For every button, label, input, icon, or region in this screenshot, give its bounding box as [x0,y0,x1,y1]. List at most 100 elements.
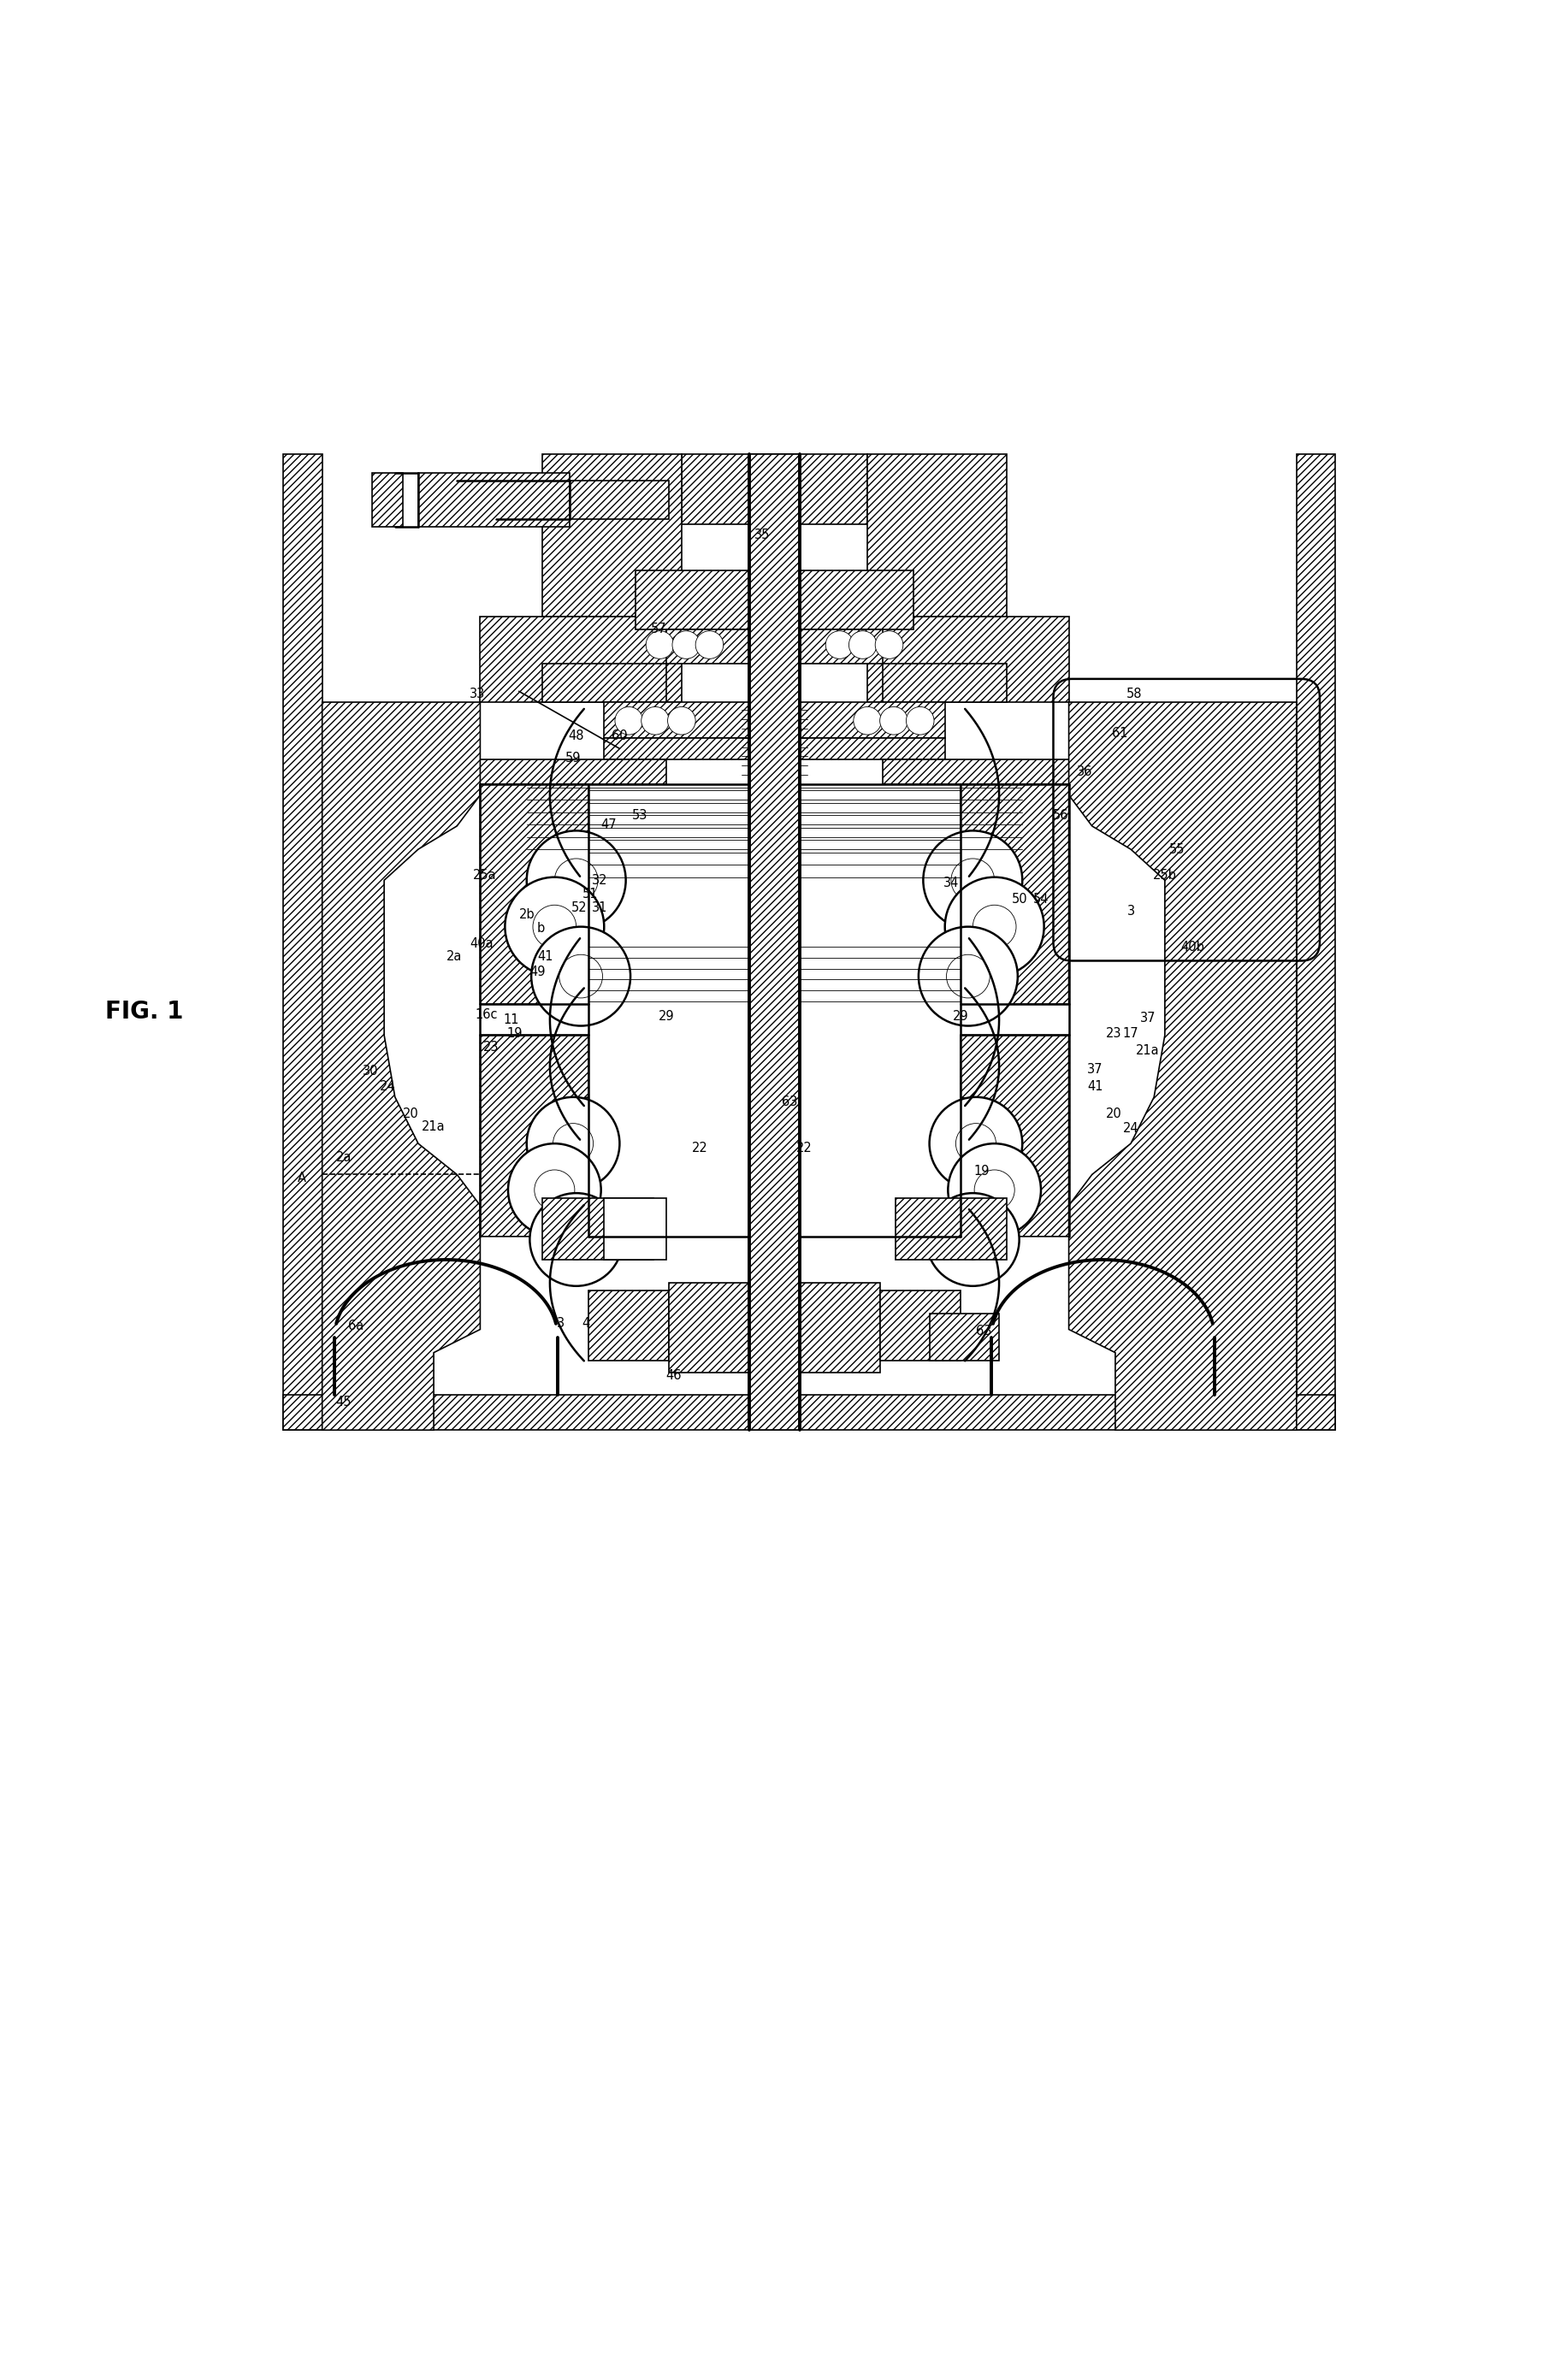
Text: 16c: 16c [476,1009,497,1021]
Polygon shape [480,759,666,785]
Polygon shape [480,1035,589,1238]
Text: 25b: 25b [1152,869,1177,883]
Polygon shape [880,1290,960,1361]
Text: 41: 41 [1087,1081,1103,1092]
Circle shape [668,707,696,735]
Circle shape [880,707,908,735]
Polygon shape [635,571,748,628]
Text: 37: 37 [1140,1011,1156,1023]
Circle shape [946,954,990,997]
Text: 40a: 40a [469,938,494,950]
Circle shape [505,878,604,976]
Text: FIG. 1: FIG. 1 [105,1000,183,1023]
Text: 25a: 25a [472,869,497,883]
Text: 23: 23 [1106,1028,1121,1040]
Text: 11: 11 [503,1014,519,1026]
Circle shape [953,1219,993,1259]
Circle shape [929,1097,1022,1190]
Text: 23: 23 [483,1040,499,1054]
Text: 51: 51 [582,888,598,900]
Polygon shape [1069,702,1297,1430]
Circle shape [646,631,674,659]
Circle shape [559,954,603,997]
Text: 52: 52 [572,902,587,914]
Text: 30: 30 [362,1064,378,1078]
Text: 19: 19 [974,1164,990,1178]
Text: 29: 29 [953,1009,968,1023]
Text: 24: 24 [380,1081,395,1092]
Polygon shape [799,571,914,628]
Circle shape [919,926,1018,1026]
Text: 59: 59 [565,752,581,764]
Polygon shape [799,628,883,664]
Polygon shape [867,455,1007,616]
Text: 2b: 2b [519,907,534,921]
Text: 19: 19 [507,1028,522,1040]
Polygon shape [283,455,322,1430]
Text: 29: 29 [658,1009,674,1023]
Text: 45: 45 [336,1395,352,1409]
Text: 21a: 21a [421,1121,446,1133]
Circle shape [508,1142,601,1238]
Polygon shape [867,616,1069,702]
Bar [372,474,403,526]
Circle shape [849,631,877,659]
Text: 46: 46 [666,1368,682,1383]
Circle shape [956,1123,996,1164]
Polygon shape [418,474,570,526]
Circle shape [553,1123,593,1164]
Text: 58: 58 [1126,688,1142,700]
Bar [542,1197,654,1259]
Text: 49: 49 [530,966,545,978]
Circle shape [853,707,881,735]
Text: 47: 47 [601,819,617,831]
Text: 6a: 6a [349,1321,364,1333]
Circle shape [672,631,700,659]
Circle shape [974,1171,1015,1209]
Circle shape [555,859,598,902]
Circle shape [615,707,643,735]
Circle shape [923,831,1022,931]
Polygon shape [799,702,945,738]
Circle shape [527,1097,620,1190]
Text: 50: 50 [1011,892,1027,904]
Text: 63: 63 [782,1095,798,1109]
Polygon shape [960,785,1069,1004]
Polygon shape [799,738,945,759]
Circle shape [906,707,934,735]
Circle shape [973,904,1016,947]
Text: 53: 53 [632,809,647,821]
Text: 17: 17 [1123,1028,1139,1040]
Text: 22: 22 [692,1142,708,1154]
Text: A: A [297,1171,307,1183]
Circle shape [945,878,1044,976]
Text: 31: 31 [592,902,607,914]
Polygon shape [604,702,748,738]
Polygon shape [682,455,867,524]
Text: 3: 3 [556,1316,565,1330]
Text: 57: 57 [651,624,666,635]
Polygon shape [480,616,682,702]
Polygon shape [669,1283,748,1373]
Circle shape [948,1142,1041,1238]
Text: 40b: 40b [1180,940,1205,954]
Text: 22: 22 [796,1142,812,1154]
Polygon shape [799,1283,880,1373]
Text: 4: 4 [581,1316,590,1330]
Text: 48: 48 [568,731,584,743]
Text: 60: 60 [612,731,627,743]
Polygon shape [929,1314,999,1361]
Polygon shape [883,759,1069,785]
Text: 41: 41 [538,950,553,962]
Circle shape [530,1192,623,1285]
Circle shape [556,1219,596,1259]
Text: 35: 35 [754,528,770,540]
Polygon shape [589,1290,669,1361]
Bar [604,1197,666,1259]
Circle shape [527,831,626,931]
Circle shape [533,904,576,947]
Text: 2a: 2a [446,950,462,962]
Bar [895,1197,1007,1259]
Text: 55: 55 [1169,843,1185,857]
Text: 63: 63 [976,1326,991,1338]
